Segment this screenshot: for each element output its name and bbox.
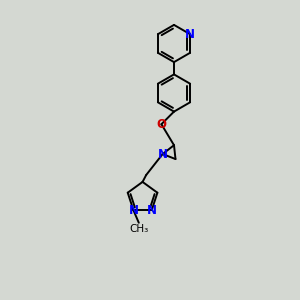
Text: CH₃: CH₃: [129, 224, 148, 234]
Text: N: N: [158, 148, 168, 160]
Text: N: N: [185, 28, 195, 41]
Text: O: O: [156, 118, 167, 131]
Text: N: N: [128, 204, 138, 217]
Text: N: N: [147, 204, 157, 217]
